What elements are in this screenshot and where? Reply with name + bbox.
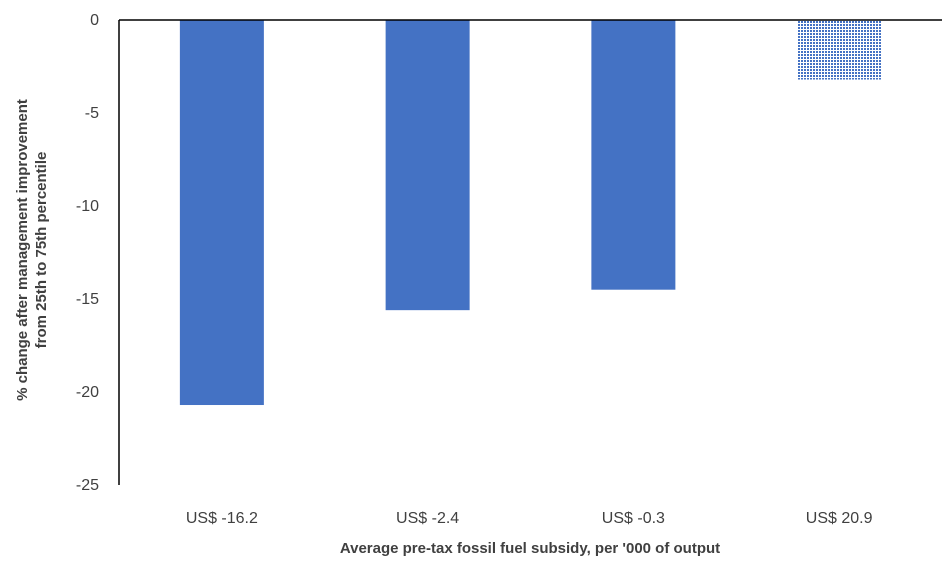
bar [797,20,882,80]
y-tick-label: -10 [76,198,99,215]
x-category-label: US$ -2.4 [396,510,459,527]
y-tick-labels: 0 -5 -10 -15 -20 -25 [76,12,99,494]
x-axis-title: Average pre-tax fossil fuel subsidy, per… [340,540,720,557]
y-tick-label: 0 [90,12,99,29]
y-axis-title-line-1: % change after management improvement [14,99,31,401]
y-tick-label: -20 [76,384,99,401]
y-tick-label: -5 [85,105,99,122]
x-category-label: US$ -16.2 [186,510,258,527]
y-tick-label: -15 [76,291,99,308]
x-category-label: US$ -0.3 [602,510,665,527]
bar [385,20,470,311]
axes [118,19,942,485]
x-category-label: US$ 20.9 [806,510,873,527]
bar [179,20,264,406]
x-category-labels: US$ -16.2 US$ -2.4 US$ -0.3 US$ 20.9 [186,510,873,527]
y-axis-title-line-2: from 25th to 75th percentile [33,152,50,349]
bars [179,20,882,406]
y-axis-title: % change after management improvement fr… [14,99,50,401]
y-tick-label: -25 [76,477,99,494]
bar [591,20,676,290]
